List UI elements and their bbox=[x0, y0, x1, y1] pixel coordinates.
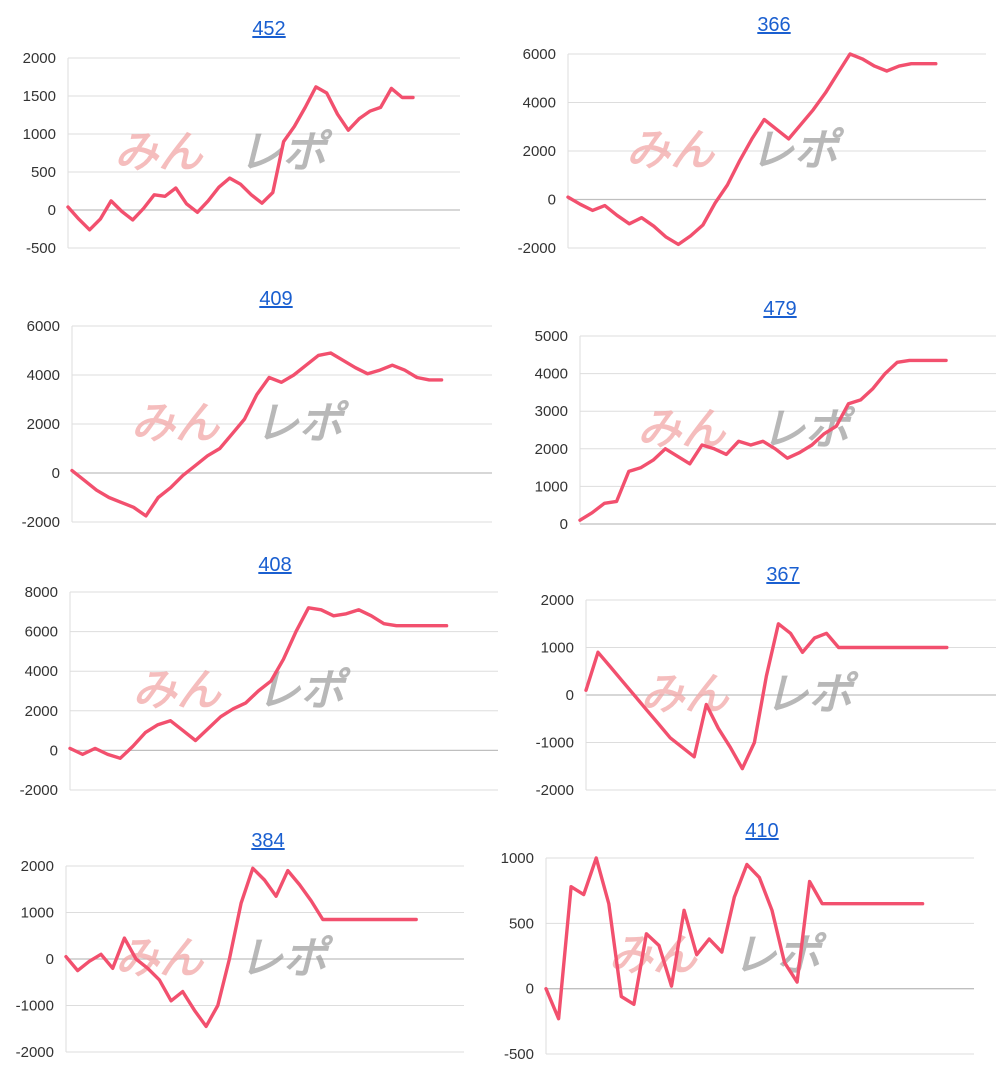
y-tick-label: 1000 bbox=[501, 850, 534, 867]
watermark-text-a: みん bbox=[128, 398, 229, 449]
watermark-text-b: レポ bbox=[236, 127, 337, 178]
chart-title-link[interactable]: 408 bbox=[258, 554, 292, 576]
chart-svg: -2000 0 2000 4000 6000 みん レポ bbox=[22, 318, 492, 531]
series-line bbox=[578, 358, 948, 522]
y-tick-label: -2000 bbox=[20, 782, 58, 799]
watermark-text-a: みん bbox=[623, 125, 724, 176]
series-line bbox=[70, 351, 444, 518]
watermark-text-b: レポ bbox=[747, 125, 848, 176]
watermark-text-a: みん bbox=[635, 404, 736, 455]
y-tick-label: 500 bbox=[509, 915, 534, 932]
y-tick-label: 0 bbox=[50, 742, 58, 759]
y-tick-label: 0 bbox=[526, 981, 534, 998]
chart-svg: -2000 -1000 0 1000 2000 みん レポ bbox=[536, 592, 996, 799]
y-tick-label: 0 bbox=[46, 951, 54, 968]
chart-svg: -2000 0 2000 4000 6000 8000 みん レポ bbox=[20, 584, 498, 799]
chart-title-link[interactable]: 384 bbox=[251, 830, 285, 852]
y-tick-label: 1500 bbox=[23, 88, 56, 105]
chart-panel-409: 409 -2000 0 2000 4000 6000 みん レポ bbox=[0, 278, 500, 538]
series-line bbox=[64, 866, 418, 1029]
chart-svg: -500 0 500 1000 みん レポ bbox=[501, 850, 974, 1063]
y-tick-label: 4000 bbox=[27, 367, 60, 384]
chart-panel-452: 452 -500 0 500 1000 1500 2000 みん レポ bbox=[0, 0, 490, 268]
watermark-text-a: みん bbox=[112, 933, 213, 984]
chart-panel-366: 366 -2000 0 2000 4000 6000 みん レポ bbox=[500, 0, 1000, 268]
y-tick-label: 2000 bbox=[23, 50, 56, 67]
series-line bbox=[566, 52, 938, 247]
y-tick-label: -1000 bbox=[536, 735, 574, 752]
watermark-logo: みん レポ bbox=[130, 665, 355, 716]
y-tick-label: 1000 bbox=[23, 126, 56, 143]
series-line bbox=[66, 85, 415, 232]
y-tick-label: 1000 bbox=[21, 905, 54, 922]
watermark-logo: みん レポ bbox=[623, 125, 848, 176]
y-tick-label: 2000 bbox=[25, 703, 58, 720]
series-line bbox=[584, 622, 949, 771]
y-tick-label: 1000 bbox=[541, 640, 574, 657]
watermark-logo: みん レポ bbox=[638, 669, 863, 720]
y-tick-label: -2000 bbox=[536, 782, 574, 799]
chart-title-link[interactable]: 367 bbox=[766, 564, 800, 586]
series-line bbox=[68, 606, 449, 761]
watermark-logo: みん レポ bbox=[606, 930, 831, 981]
watermark-text-b: レポ bbox=[730, 930, 831, 981]
chart-panel-367: 367 -2000 -1000 0 1000 2000 みん レポ bbox=[500, 550, 1000, 800]
chart-svg: -2000 -1000 0 1000 2000 みん レポ bbox=[16, 858, 464, 1061]
y-tick-label: 500 bbox=[31, 164, 56, 181]
watermark-text-a: みん bbox=[606, 930, 707, 981]
chart-title-link[interactable]: 409 bbox=[259, 288, 293, 310]
chart-title-link[interactable]: 479 bbox=[763, 298, 797, 320]
y-tick-label: -500 bbox=[26, 240, 56, 257]
chart-panel-408: 408 -2000 0 2000 4000 6000 8000 みん レポ bbox=[0, 540, 500, 800]
y-tick-label: 2000 bbox=[523, 143, 556, 160]
chart-panel-479: 479 0 1000 2000 3000 4000 5000 みん レポ bbox=[500, 278, 1000, 538]
watermark-text-b: レポ bbox=[252, 398, 353, 449]
y-tick-label: 2000 bbox=[541, 592, 574, 609]
y-tick-label: 0 bbox=[566, 687, 574, 704]
y-tick-label: 6000 bbox=[25, 624, 58, 641]
chart-svg: -2000 0 2000 4000 6000 みん レポ bbox=[518, 46, 986, 257]
y-tick-label: 0 bbox=[48, 202, 56, 219]
y-tick-label: 8000 bbox=[25, 584, 58, 601]
chart-title-link[interactable]: 410 bbox=[745, 820, 779, 842]
chart-svg: -500 0 500 1000 1500 2000 みん レポ bbox=[23, 50, 460, 257]
y-tick-label: 0 bbox=[52, 465, 60, 482]
chart-panel-410: 410 -500 0 500 1000 みん レポ bbox=[488, 810, 998, 1070]
y-tick-label: 2000 bbox=[535, 441, 568, 458]
watermark-logo: みん レポ bbox=[112, 933, 337, 984]
watermark-text-a: みん bbox=[130, 665, 231, 716]
y-tick-label: 3000 bbox=[535, 403, 568, 420]
watermark-logo: みん レポ bbox=[128, 398, 353, 449]
y-tick-label: -1000 bbox=[16, 998, 54, 1015]
watermark-text-b: レポ bbox=[254, 665, 355, 716]
y-tick-label: 2000 bbox=[21, 858, 54, 875]
y-tick-label: -500 bbox=[504, 1046, 534, 1063]
y-tick-label: 5000 bbox=[535, 328, 568, 345]
y-tick-label: 4000 bbox=[523, 95, 556, 112]
y-tick-label: 4000 bbox=[25, 663, 58, 680]
watermark-text-a: みん bbox=[638, 669, 739, 720]
series-line bbox=[544, 856, 925, 1021]
chart-title-link[interactable]: 366 bbox=[757, 14, 791, 36]
y-tick-label: 1000 bbox=[535, 478, 568, 495]
y-tick-label: -2000 bbox=[16, 1044, 54, 1061]
y-tick-label: 4000 bbox=[535, 366, 568, 383]
y-tick-label: -2000 bbox=[22, 514, 60, 531]
y-tick-label: -2000 bbox=[518, 240, 556, 257]
watermark-text-b: レポ bbox=[762, 669, 863, 720]
chart-title-link[interactable]: 452 bbox=[252, 18, 286, 40]
y-tick-label: 2000 bbox=[27, 416, 60, 433]
watermark-text-a: みん bbox=[112, 127, 213, 178]
chart-panel-384: 384 -2000 -1000 0 1000 2000 みん レポ bbox=[0, 808, 490, 1070]
watermark-text-b: レポ bbox=[236, 933, 337, 984]
y-tick-label: 6000 bbox=[523, 46, 556, 63]
y-tick-label: 0 bbox=[548, 192, 556, 209]
y-tick-label: 0 bbox=[560, 516, 568, 533]
y-tick-label: 6000 bbox=[27, 318, 60, 335]
